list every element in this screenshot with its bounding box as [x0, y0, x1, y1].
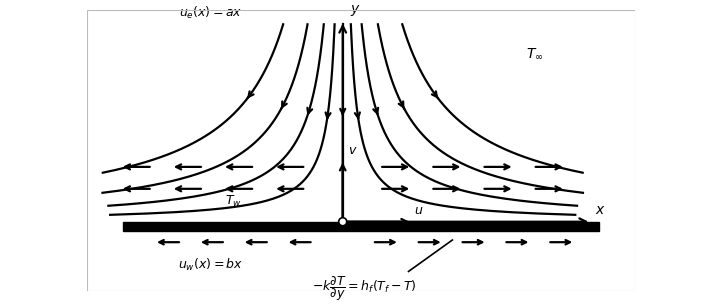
Text: $v$: $v$: [348, 144, 357, 157]
Text: $x$: $x$: [595, 203, 606, 217]
Text: $T_\infty$: $T_\infty$: [526, 47, 543, 61]
Text: $T_w$: $T_w$: [225, 194, 241, 209]
Circle shape: [339, 218, 347, 226]
Bar: [123, 222, 599, 231]
Text: $u_e(x) = ax$: $u_e(x) = ax$: [180, 5, 243, 21]
Text: $u_w(x) = bx$: $u_w(x) = bx$: [178, 257, 244, 273]
Text: $u$: $u$: [414, 204, 423, 217]
Text: $-k\dfrac{\partial T}{\partial y} = h_f(T_f - T)$: $-k\dfrac{\partial T}{\partial y} = h_f(…: [312, 274, 417, 303]
Text: $y$: $y$: [350, 3, 361, 18]
